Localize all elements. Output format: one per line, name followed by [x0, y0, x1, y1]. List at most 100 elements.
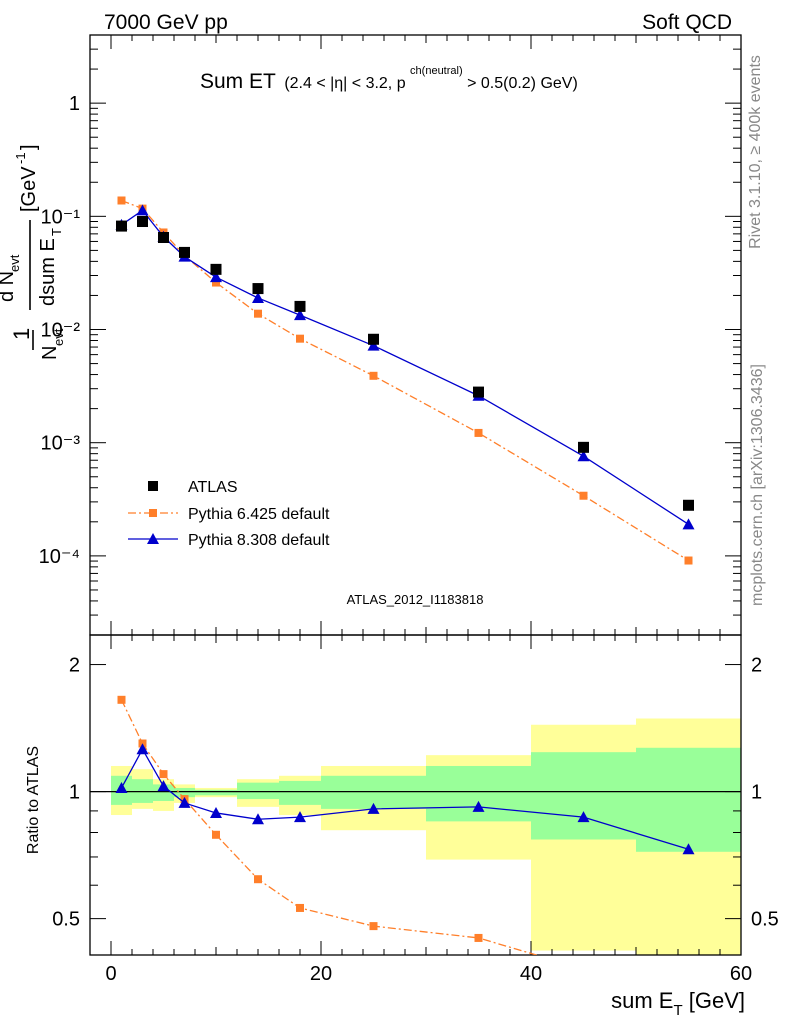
svg-text:evt: evt [51, 328, 66, 346]
plot-title-sub-b: > 0.5(0.2) GeV) [467, 75, 578, 92]
ratio-pythia8-point [682, 843, 695, 855]
legend-py6-label: Pythia 6.425 default [188, 506, 330, 523]
ratio-frame [89, 634, 742, 956]
legend-atlas-marker [148, 481, 158, 491]
x-tick-label: 20 [310, 963, 332, 985]
y-tick-label: 10⁻⁴ [39, 546, 80, 568]
ratio-band-inner-5 [237, 782, 279, 800]
ratio-pythia8-point [252, 813, 264, 825]
plot-title-main: Sum ET [200, 70, 276, 93]
ratio-pythia8-point [367, 802, 380, 814]
ratio-pythia8-point [178, 796, 191, 808]
atlas-point [210, 263, 222, 275]
atlas-point [368, 333, 379, 345]
ratio-pythia6-point [296, 903, 304, 912]
ratio-pythia6-point [369, 922, 378, 931]
x-tick-label: 0 [105, 963, 116, 985]
x-tick-label: 40 [520, 963, 542, 985]
ratio-tick-label-left: 0.5 [52, 909, 80, 931]
pythia6-point [254, 309, 262, 318]
svg-text:1: 1 [9, 328, 34, 340]
svg-text:evt: evt [7, 254, 22, 272]
pythia6-point [684, 556, 693, 565]
ratio-pythia8-point [115, 781, 128, 793]
ratio-series [115, 695, 695, 973]
pythia6-point [369, 371, 378, 380]
pythia8-point [367, 339, 380, 351]
ratio-pythia8-point [472, 800, 485, 812]
ratio-band-inner-2 [153, 784, 174, 801]
svg-text:T: T [49, 228, 64, 236]
main-plot-panel: 1 10⁻¹ 10⁻² 10⁻³ 10⁻⁴ [39, 34, 742, 636]
ratio-pythia6-point [117, 695, 126, 704]
header-right: Soft QCD [642, 11, 732, 34]
atlas-point [179, 246, 190, 258]
ratio-tick-label-left: 2 [69, 655, 80, 677]
pythia6-point [212, 278, 220, 287]
atlas-point [252, 283, 264, 295]
ratio-pythia6-point [580, 965, 588, 973]
ratio-pythia6-point [212, 830, 220, 839]
y-tick-label: 10⁻¹ [41, 206, 81, 228]
pythia8-point [252, 291, 264, 303]
pythia6-point [579, 491, 588, 500]
y-axis-label-ratio: Ratio to ATLAS [25, 746, 42, 854]
ratio-band-inner-4 [195, 789, 237, 796]
legend: ATLAS Pythia 6.425 default Pythia 8.308 … [128, 479, 330, 549]
side-label-mcplots: mcplots.cern.ch [arXiv:1306.3436] [749, 364, 766, 606]
svg-text:N: N [39, 346, 61, 360]
analysis-watermark: ATLAS_2012_I1183818 [347, 592, 484, 607]
ratio-pythia8-point [577, 811, 590, 823]
ratio-pythia8-point [136, 743, 149, 755]
legend-py8-label: Pythia 8.308 default [188, 532, 330, 549]
ratio-pythia8-point [210, 806, 222, 818]
ratio-tick-label-right: 2 [751, 655, 762, 677]
ratio-pythia8-point [157, 780, 170, 792]
ratio-tick-label-right: 0.5 [751, 909, 779, 931]
pythia8-point [682, 518, 695, 530]
legend-py6-marker [149, 509, 157, 517]
svg-text:dsum E: dsum E [37, 238, 59, 306]
plot-title-sub-a: (2.4 < |η| < 3.2, p [284, 75, 405, 92]
plot-title: Sum ET (2.4 < |η| < 3.2, p ch(neutral) >… [200, 61, 578, 93]
atlas-point [473, 386, 484, 398]
ratio-band-inner-6 [279, 780, 321, 805]
ratio-plot-panel: 0 20 40 60 2 2 1 1 0.5 0.5 [52, 634, 779, 985]
header-left: 7000 GeV pp [104, 11, 228, 34]
ratio-bands [111, 718, 741, 955]
atlas-point [683, 499, 694, 511]
atlas-point [158, 232, 169, 244]
ratio-band-inner-8 [426, 765, 531, 822]
pythia8-point [577, 450, 590, 462]
atlas-point [294, 300, 306, 312]
ratio-pythia6-point [474, 933, 483, 942]
pythia6-point [296, 334, 304, 343]
ylabel-frac1: 1 [9, 328, 34, 340]
plot-title-sup: ch(neutral) [410, 65, 463, 77]
ratio-pythia6-point [254, 875, 262, 884]
legend-py8-marker [147, 533, 159, 544]
y-tick-label: 10⁻² [41, 320, 81, 342]
side-label-rivet: Rivet 3.1.10, ≥ 400k events [747, 55, 764, 249]
pythia8-point [136, 204, 149, 216]
pythia8-point [210, 271, 222, 283]
ratio-pythia8-point [294, 811, 306, 823]
svg-text:d N: d N [0, 271, 18, 302]
atlas-point [578, 441, 589, 453]
ratio-band-inner-9 [531, 752, 636, 840]
pythia6-point [117, 196, 126, 205]
svg-text:-1: -1 [13, 152, 28, 164]
ratio-pythia6-point [159, 770, 168, 779]
pythia8-point [294, 309, 306, 321]
y-tick-label: 10⁻³ [41, 433, 81, 455]
pythia8-line [121, 209, 689, 525]
ratio-band-inner-3 [174, 787, 195, 798]
pythia6-point [474, 428, 483, 437]
atlas-point [137, 216, 148, 228]
atlas-point [116, 220, 127, 232]
ratio-tick-label-left: 1 [69, 782, 80, 804]
svg-text:[GeV: [GeV [18, 166, 40, 212]
y-axis-label-top: 1 N evt d N evt dsum E T [GeV -1 ] [0, 144, 66, 360]
main-series [115, 196, 695, 565]
